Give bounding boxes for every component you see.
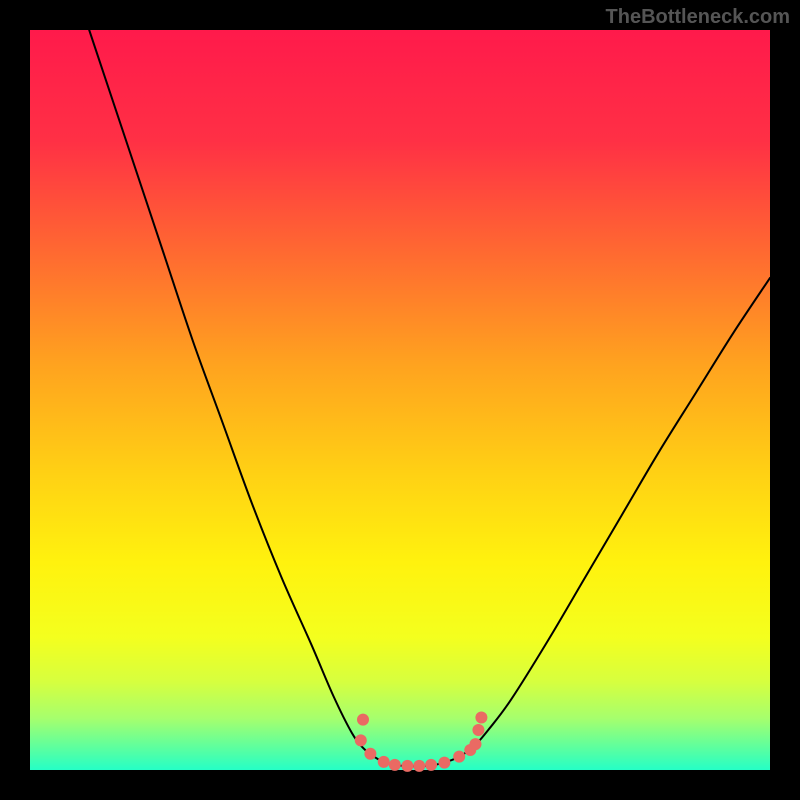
data-marker — [413, 760, 425, 772]
chart-stage: TheBottleneck.com — [0, 0, 800, 800]
data-marker — [475, 711, 487, 723]
data-marker — [472, 724, 484, 736]
data-marker — [357, 714, 369, 726]
data-marker — [364, 748, 376, 760]
data-marker — [453, 751, 465, 763]
watermark-text: TheBottleneck.com — [606, 6, 790, 29]
data-marker — [355, 734, 367, 746]
data-marker — [425, 759, 437, 771]
data-marker — [378, 756, 390, 768]
data-marker — [438, 757, 450, 769]
data-marker — [389, 759, 401, 771]
chart-svg — [0, 0, 800, 800]
plot-background — [30, 30, 770, 770]
data-marker — [469, 738, 481, 750]
data-marker — [401, 760, 413, 772]
